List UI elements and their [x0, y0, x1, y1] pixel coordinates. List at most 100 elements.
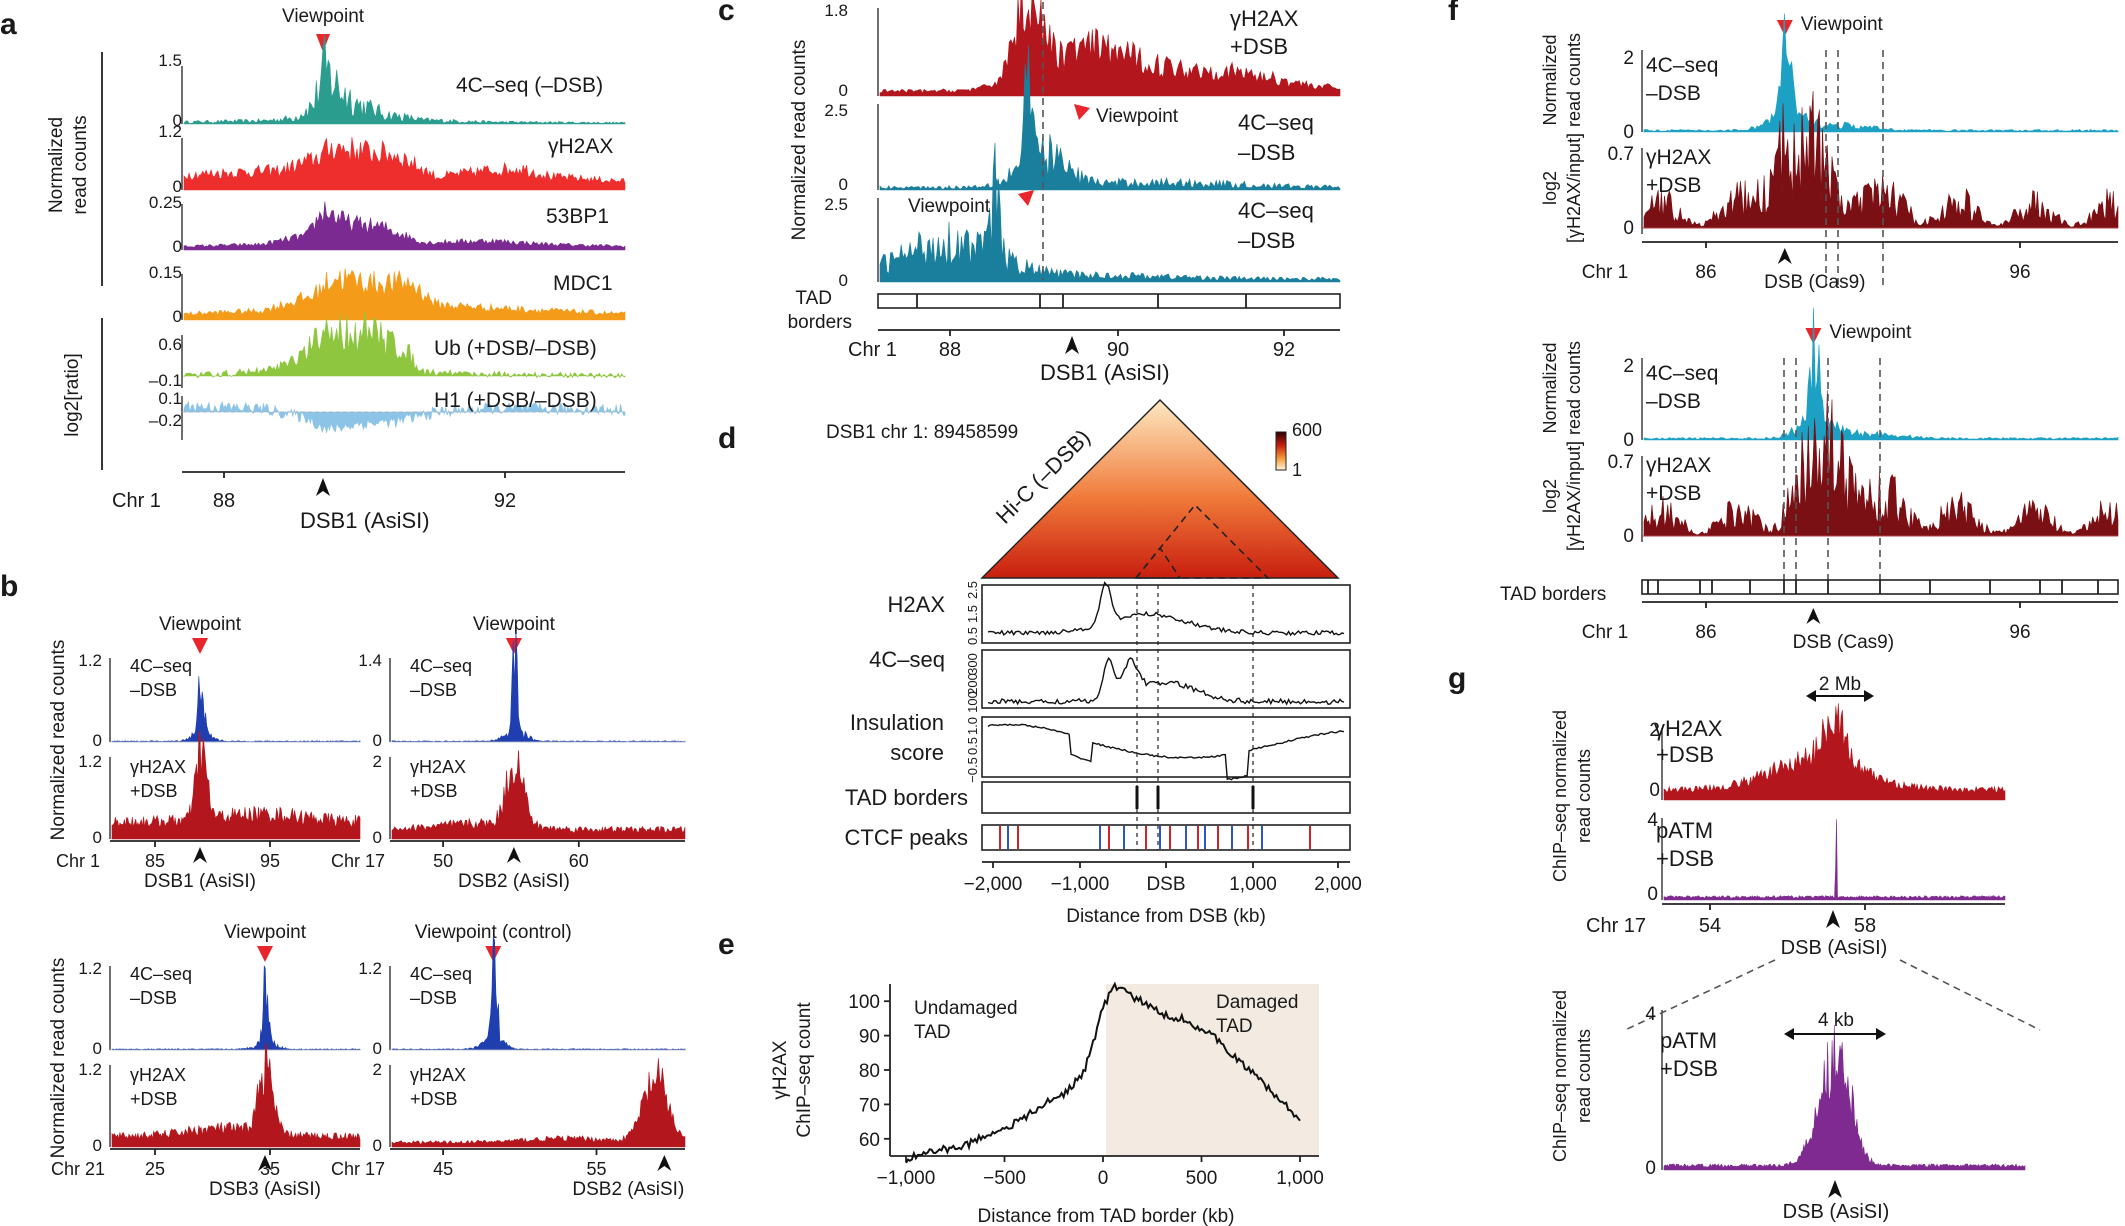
track-ymin: 0 [373, 828, 382, 847]
track-ymin: –0.1 [149, 371, 182, 390]
track-ymin: 0 [373, 1039, 382, 1058]
track-label-2: +DSB [130, 1089, 178, 1109]
x-tick-label: 58 [1854, 915, 1876, 937]
track-label-1: γH2AX [1230, 6, 1299, 31]
y-tick-label: 70 [859, 1095, 880, 1116]
ctcf-track-box [981, 824, 1351, 851]
colorbar-max: 600 [1292, 420, 1322, 440]
damaged-label-2: TAD [1216, 1016, 1253, 1037]
track-gh2ax [111, 1043, 361, 1148]
track-4c [879, 45, 1341, 191]
track-label-1: 4C–seq [1238, 110, 1314, 135]
track-ymin: 0 [373, 1136, 382, 1155]
colorbar-min: 1 [1292, 460, 1302, 480]
x-tick-label: 500 [1186, 1168, 1218, 1189]
track-gh2ax [111, 729, 361, 840]
panel-e: e γH2AX ChIP–seq count Undamaged TAD Dam… [718, 928, 1324, 1226]
panel-b: b Normalized read counts Normalized read… [0, 570, 686, 1200]
panel-d-title: DSB1 chr 1: 89458599 [826, 422, 1018, 443]
arrow-head-icon [1864, 690, 1874, 702]
dsb-label: DSB3 (AsiSI) [209, 1179, 321, 1200]
4c-track-box [981, 649, 1351, 709]
x-tick-label: 25 [145, 1159, 165, 1179]
dsb-arrow-icon [1065, 336, 1079, 354]
panel-g-chr: Chr 17 [1586, 915, 1646, 937]
panel-g-letter: g [1448, 662, 1466, 695]
panel-c-chr: Chr 1 [848, 339, 897, 361]
zoom-label-2: +DSB [1660, 1056, 1718, 1081]
chr-label: Chr 17 [331, 1159, 385, 1179]
x-tick-label: 92 [1273, 339, 1295, 361]
track-4c [111, 965, 361, 1051]
x-tick-label: 45 [433, 1159, 453, 1179]
track-tick: 0.5 [965, 737, 980, 755]
track-ymax: 0.7 [1608, 452, 1634, 473]
line-track [987, 581, 1345, 637]
damaged-label-1: Damaged [1216, 992, 1298, 1013]
track-ymax: 4 [1647, 810, 1658, 831]
track-2 [183, 137, 626, 191]
chr-label: Chr 1 [1582, 622, 1628, 643]
track-tick: −0.5 [965, 757, 980, 783]
x-tick-label: 96 [2009, 262, 2030, 283]
viewpoint-marker-icon [1018, 190, 1034, 206]
track-label-2: +DSB [410, 1089, 458, 1109]
viewpoint-marker-icon [505, 638, 522, 654]
track-label-1: Insulation [850, 710, 944, 735]
dsb-label: DSB2 (AsiSI) [572, 1179, 684, 1200]
panel-g-ylabel-1: ChIP–seq normalized [1550, 990, 1570, 1162]
x-tick-label: 1,000 [1229, 874, 1277, 895]
panel-d-line-tracks [987, 581, 1345, 850]
tad-triangle-outline [1134, 546, 1182, 579]
viewpoint-label: Viewpoint [1801, 14, 1884, 35]
x-tick-label: −1,000 [877, 1168, 936, 1189]
track-4c [1643, 13, 2119, 133]
viewpoint-label: Viewpoint [1829, 322, 1912, 343]
track-ymax: 0.7 [1608, 144, 1634, 165]
y-tick-label: 90 [859, 1027, 880, 1048]
ylabel: [γH2AX/input] [1564, 133, 1584, 243]
ylabel: [γH2AX/input] [1564, 441, 1584, 551]
viewpoint-label: Viewpoint [224, 922, 307, 943]
track-ymax: 0.15 [149, 263, 182, 282]
x-tick-label: 90 [1107, 339, 1129, 361]
track-label-2: –DSB [410, 680, 457, 700]
panel-a-chr: Chr 1 [112, 490, 161, 512]
track-ymax: 0.25 [149, 193, 182, 212]
track-ymax: 2.5 [824, 101, 848, 120]
track-gh2ax [879, 0, 1341, 97]
panel-g-dsb: DSB (AsiSI) [1781, 937, 1888, 959]
dsb-label: DSB1 (AsiSI) [144, 871, 256, 892]
track-label: H2AX [888, 592, 946, 617]
zoom-dsb: DSB (AsiSI) [1783, 1201, 1890, 1223]
chr-label: Chr 1 [56, 851, 100, 871]
ylabel: log2 [1540, 171, 1560, 205]
ylabel: log2 [1540, 479, 1560, 513]
track-label: 4C–seq (–DSB) [456, 74, 603, 97]
track-label-1: 4C–seq [130, 964, 192, 984]
track-4c [391, 936, 686, 1051]
x-tick-label: 88 [213, 490, 235, 512]
tad-label: TAD borders [1500, 584, 1606, 605]
zoom-ymax: 4 [1645, 1004, 1656, 1025]
panel-d: d DSB1 chr 1: 89458599 Hi-C (–DSB) 600 1 [718, 398, 1362, 927]
zoom-label-1: pATM [1660, 1028, 1717, 1053]
track-ymin: 0 [1623, 218, 1634, 239]
panel-a-tracks [181, 34, 626, 440]
track-ymin: 0 [173, 177, 182, 196]
panel-g-tracks [1661, 703, 2026, 1171]
track-label-1: γH2AX [410, 757, 466, 777]
x-tick-label: −500 [983, 1168, 1026, 1189]
ylabel: read counts [1564, 33, 1584, 127]
zoom-ymin: 0 [1645, 1158, 1656, 1179]
panel-f-letter: f [1448, 0, 1459, 27]
track-label-1: γH2AX [1646, 454, 1711, 477]
track-ymax: 2.5 [824, 195, 848, 214]
panel-a-letter: a [0, 8, 17, 41]
track-gh2ax [391, 750, 686, 840]
track-label: H1 (+DSB/–DSB) [434, 389, 597, 412]
track-tick: 300 [965, 653, 980, 675]
track-label-2: –DSB [1646, 390, 1701, 413]
panel-e-xlabel: Distance from TAD border (kb) [978, 1206, 1235, 1226]
